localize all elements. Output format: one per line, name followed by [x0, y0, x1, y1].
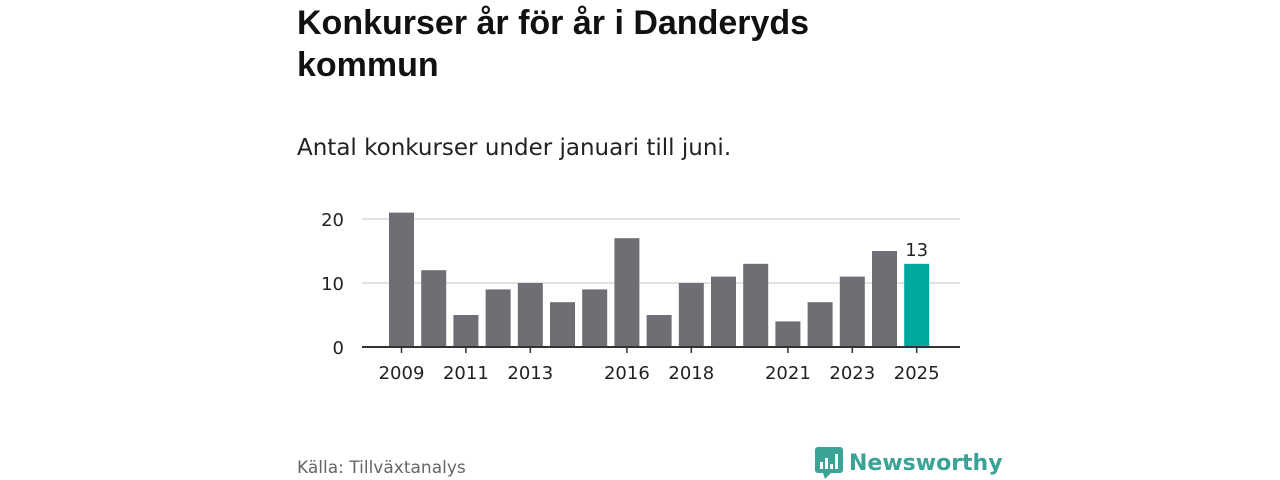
bar-2010: [421, 270, 447, 347]
newsworthy-logo-icon: [815, 447, 843, 479]
bar-2024: [872, 251, 897, 347]
bar-2018: [678, 283, 704, 347]
x-tick-label-2025: 2025: [894, 363, 940, 384]
x-tick-label-2021: 2021: [765, 363, 811, 384]
bar-2012: [485, 289, 511, 347]
bar-2025: [904, 263, 930, 347]
chart-subtitle: Antal konkurser under januari till juni.: [297, 135, 732, 161]
data-label-2025: 13: [905, 240, 928, 261]
x-tick-label-2009: 2009: [379, 363, 425, 384]
source-note: Källa: Tillväxtanalys: [297, 458, 466, 478]
x-tick-label-2018: 2018: [668, 363, 714, 384]
x-tick-label-2023: 2023: [829, 363, 875, 384]
bar-2015: [582, 289, 608, 347]
bar-2016: [614, 238, 640, 347]
x-tick-label-2016: 2016: [604, 363, 650, 384]
bar-chart: 13 0 10 20 2009 2011 2013 2016 2018 2021 2023 2025: [321, 210, 960, 384]
x-tick-label-2011: 2011: [443, 363, 489, 384]
y-tick-label: 20: [321, 210, 344, 231]
bar-2019: [711, 276, 736, 347]
newsworthy-brand[interactable]: Newsworthy: [815, 447, 1003, 479]
bar-2022: [807, 302, 833, 347]
y-tick-label: 10: [321, 274, 344, 295]
bar-2023: [839, 276, 865, 347]
bar-2011: [453, 315, 479, 347]
bar-2020: [743, 263, 769, 347]
y-tick-label: 0: [333, 338, 344, 359]
chart-title: Konkurser år för år i Danderyds kommun: [297, 4, 810, 84]
bar-2013: [517, 283, 543, 347]
x-tick-label-2013: 2013: [507, 363, 553, 384]
brand-name: Newsworthy: [849, 450, 1003, 476]
bar-2014: [550, 302, 575, 347]
bar-2017: [646, 315, 672, 347]
bar-2009: [389, 212, 414, 347]
bar-2021: [775, 321, 801, 347]
